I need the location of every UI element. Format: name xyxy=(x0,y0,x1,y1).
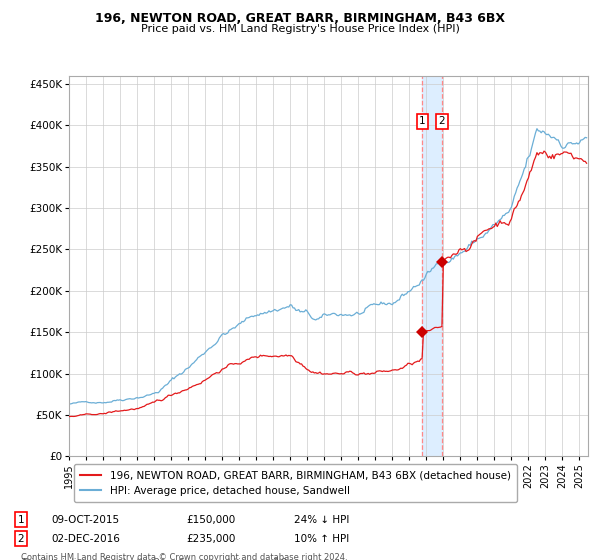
Text: £150,000: £150,000 xyxy=(186,515,235,525)
Text: 2: 2 xyxy=(439,116,445,126)
Text: 09-OCT-2015: 09-OCT-2015 xyxy=(51,515,119,525)
Text: Price paid vs. HM Land Registry's House Price Index (HPI): Price paid vs. HM Land Registry's House … xyxy=(140,24,460,34)
Text: 10% ↑ HPI: 10% ↑ HPI xyxy=(294,534,349,544)
Text: Contains HM Land Registry data © Crown copyright and database right 2024.: Contains HM Land Registry data © Crown c… xyxy=(21,553,347,560)
Text: 2: 2 xyxy=(17,534,25,544)
Text: This data is licensed under the Open Government Licence v3.0.: This data is licensed under the Open Gov… xyxy=(21,558,289,560)
Text: 24% ↓ HPI: 24% ↓ HPI xyxy=(294,515,349,525)
Bar xyxy=(422,76,442,456)
Text: 196, NEWTON ROAD, GREAT BARR, BIRMINGHAM, B43 6BX: 196, NEWTON ROAD, GREAT BARR, BIRMINGHAM… xyxy=(95,12,505,25)
Text: 1: 1 xyxy=(419,116,426,126)
Legend: 196, NEWTON ROAD, GREAT BARR, BIRMINGHAM, B43 6BX (detached house), HPI: Average: 196, NEWTON ROAD, GREAT BARR, BIRMINGHAM… xyxy=(74,464,517,502)
Text: 02-DEC-2016: 02-DEC-2016 xyxy=(51,534,120,544)
Text: £235,000: £235,000 xyxy=(186,534,235,544)
Text: 1: 1 xyxy=(17,515,25,525)
